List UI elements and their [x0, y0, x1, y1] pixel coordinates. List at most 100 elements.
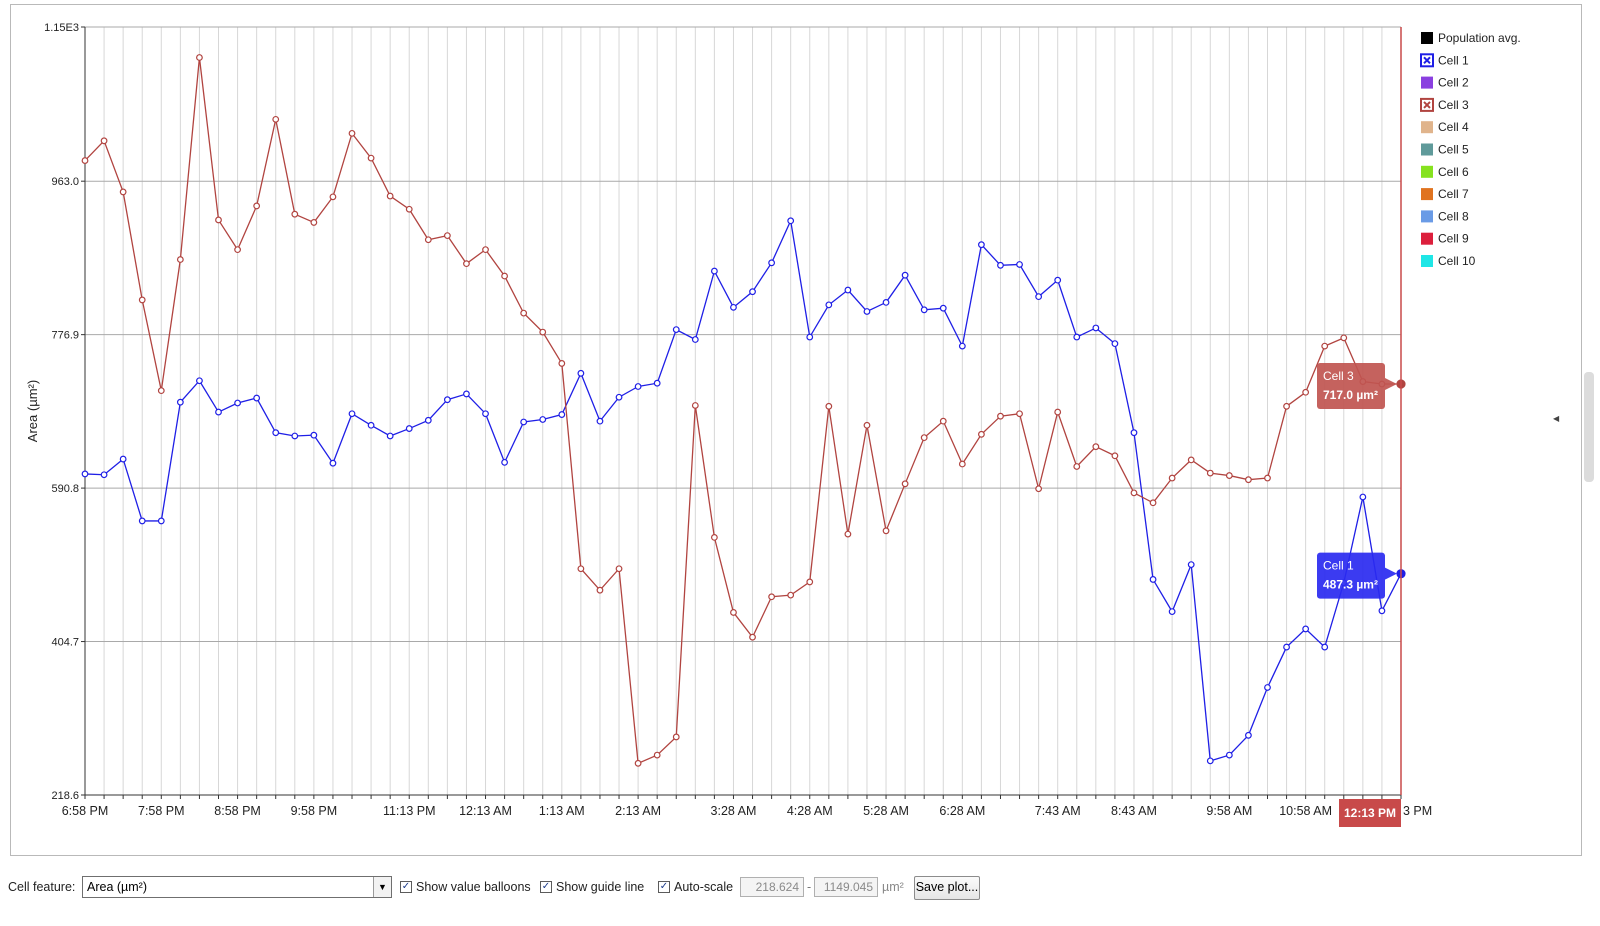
x-tick-label: 3 PM — [1403, 804, 1432, 818]
series-line-cell-1 — [84, 218, 1402, 762]
data-point — [176, 256, 184, 263]
y-tick-label: 776.9 — [51, 330, 79, 342]
data-point — [978, 430, 985, 438]
series-line-cell-3 — [84, 57, 1401, 765]
data-point — [1187, 561, 1195, 569]
legend-label: Cell 9 — [1438, 232, 1469, 246]
data-point — [653, 379, 661, 387]
data-point — [176, 398, 184, 406]
x-tick-label: 10:58 AM — [1279, 804, 1332, 818]
collapse-arrow-icon[interactable]: ◀ — [1553, 414, 1560, 423]
legend-label: Cell 4 — [1438, 120, 1469, 134]
data-point — [596, 417, 604, 425]
data-point — [405, 205, 413, 213]
chevron-down-icon[interactable]: ▼ — [373, 877, 391, 897]
data-point — [1149, 499, 1157, 507]
cell-feature-label: Cell feature: — [8, 880, 76, 894]
side-panel-scroll-thumb[interactable] — [1584, 372, 1594, 482]
data-point — [386, 192, 394, 200]
legend-label: Cell 7 — [1438, 187, 1469, 201]
data-point — [424, 416, 432, 424]
data-point — [806, 333, 814, 341]
y-tick-label: 963.0 — [51, 176, 79, 188]
data-point — [1283, 643, 1290, 651]
data-point — [1283, 402, 1290, 410]
data-point — [1073, 333, 1081, 341]
data-point — [577, 369, 585, 377]
data-point — [348, 129, 356, 137]
data-point — [310, 431, 318, 439]
plot-area: 1.15E3 963.0 776.9 590.8 404.7 218.6 6:58 PM 7:… — [25, 22, 1432, 827]
legend-swatch — [1421, 232, 1433, 245]
data-point — [367, 154, 375, 162]
data-point — [825, 301, 833, 309]
data-point — [710, 267, 718, 275]
value-balloon-label: Cell 1 — [1323, 559, 1354, 573]
data-point — [1206, 757, 1214, 765]
data-point — [958, 342, 966, 350]
data-point — [1225, 472, 1233, 479]
auto-scale-checkbox[interactable]: ✓ — [658, 881, 670, 893]
data-point — [253, 202, 261, 210]
data-point — [329, 459, 337, 467]
legend-swatch — [1421, 210, 1433, 223]
data-point — [1130, 489, 1138, 497]
data-point — [1264, 684, 1271, 691]
data-point — [901, 480, 909, 488]
data-point — [81, 470, 89, 478]
show-value-balloons-checkbox[interactable]: ✓ — [400, 881, 412, 893]
save-plot-button[interactable]: Save plot... — [914, 876, 980, 900]
auto-scale-label: Auto-scale — [674, 880, 734, 894]
data-point — [920, 434, 928, 442]
data-point — [291, 432, 299, 440]
data-point — [1245, 476, 1252, 484]
data-point — [863, 308, 871, 315]
data-point — [482, 410, 489, 418]
data-point — [100, 137, 108, 145]
value-balloon-value: 717.0 µm² — [1323, 388, 1378, 402]
cell-feature-select[interactable]: Area (µm²) ▼ — [82, 876, 392, 898]
data-point — [1149, 576, 1157, 583]
data-point — [863, 421, 871, 429]
data-point — [978, 241, 985, 249]
data-point — [157, 387, 165, 395]
data-point — [119, 455, 127, 463]
y-tick-label: 218.6 — [51, 790, 79, 802]
data-point — [997, 261, 1004, 269]
data-point — [1245, 731, 1252, 739]
data-point — [787, 591, 795, 599]
data-point — [787, 217, 795, 225]
data-point — [691, 402, 699, 409]
x-tick-label: 12:13 AM — [459, 804, 512, 818]
range-min-input[interactable]: 218.624 — [740, 877, 804, 897]
data-point — [1206, 469, 1214, 477]
data-point — [234, 246, 241, 254]
data-point — [1111, 340, 1119, 348]
data-point — [710, 534, 718, 541]
data-point — [1073, 463, 1081, 470]
legend: Population avg. Cell 1 Cell 2 Cell 3 Cell 4 C… — [1420, 31, 1521, 268]
data-point — [958, 460, 966, 468]
data-point — [520, 309, 528, 317]
data-point — [215, 408, 222, 416]
x-tick-label: 9:58 PM — [291, 804, 338, 818]
data-point — [196, 54, 203, 61]
data-point — [577, 565, 585, 573]
data-point — [768, 593, 776, 601]
legend-swatch — [1421, 165, 1433, 178]
x-tick-label: 7:58 PM — [138, 804, 185, 818]
data-point — [1225, 751, 1233, 759]
x-tick-label: 8:58 PM — [214, 804, 261, 818]
legend-swatch-mark — [1423, 56, 1431, 65]
data-point — [1168, 608, 1176, 616]
data-point — [939, 304, 947, 312]
data-point — [501, 458, 508, 466]
plot-panel: 1.15E3 963.0 776.9 590.8 404.7 218.6 6:58 PM 7:… — [10, 4, 1582, 856]
data-point — [138, 517, 146, 525]
legend-swatch-mark — [1423, 101, 1431, 109]
data-point — [1302, 625, 1310, 633]
data-point — [615, 565, 623, 573]
legend-label: Population avg. — [1438, 31, 1521, 45]
range-max-input[interactable]: 1149.045 — [814, 877, 878, 897]
show-guide-line-checkbox[interactable]: ✓ — [540, 881, 552, 893]
